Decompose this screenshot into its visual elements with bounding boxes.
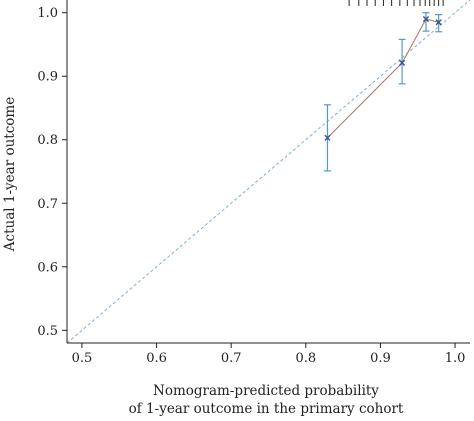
- data-point-3: [435, 19, 442, 26]
- marker-stroke-b: [435, 19, 442, 26]
- y-tick-label-0: 0.5: [37, 324, 58, 339]
- data-point-2: [422, 15, 430, 23]
- y-axis-title: Actual 1-year outcome: [2, 97, 18, 252]
- marker-stroke-b: [422, 15, 430, 23]
- calibration-curve: [327, 18, 439, 139]
- marker-stroke-b: [398, 59, 406, 66]
- axes: 0.5 0.6 0.7 0.8 0.9 1.0 0.5 0.6 0.7 0.8 0.9 1.0: [37, 0, 470, 366]
- marker-stroke-b: [324, 134, 331, 141]
- y-tick-label-4: 0.9: [37, 70, 58, 85]
- plot-area: [67, 0, 470, 343]
- data-point-1: [398, 59, 406, 66]
- x-tick-label-2: 0.7: [221, 351, 242, 366]
- errorbar-1: [398, 38, 406, 85]
- plot-content: [67, 0, 470, 343]
- x-axis-title-line-1: Nomogram-predicted probability: [153, 383, 379, 399]
- x-tick-label-4: 0.9: [370, 351, 391, 366]
- data-point-0: [324, 134, 331, 141]
- x-axis-title-line-2: of 1-year outcome in the primary cohort: [129, 401, 404, 417]
- x-tick-label-0: 0.5: [72, 351, 93, 366]
- y-tick-label-2: 0.7: [37, 197, 58, 212]
- y-tick-label-1: 0.6: [37, 260, 58, 275]
- errorbar-2: [422, 12, 430, 32]
- x-tick-label-3: 0.8: [295, 351, 316, 366]
- y-tick-label-3: 0.8: [37, 133, 58, 148]
- ideal-reference-line: [67, 0, 470, 343]
- x-tick-label-1: 0.6: [146, 351, 167, 366]
- x-tick-label-5: 1.0: [445, 351, 466, 366]
- y-tick-label-5: 1.0: [37, 6, 58, 21]
